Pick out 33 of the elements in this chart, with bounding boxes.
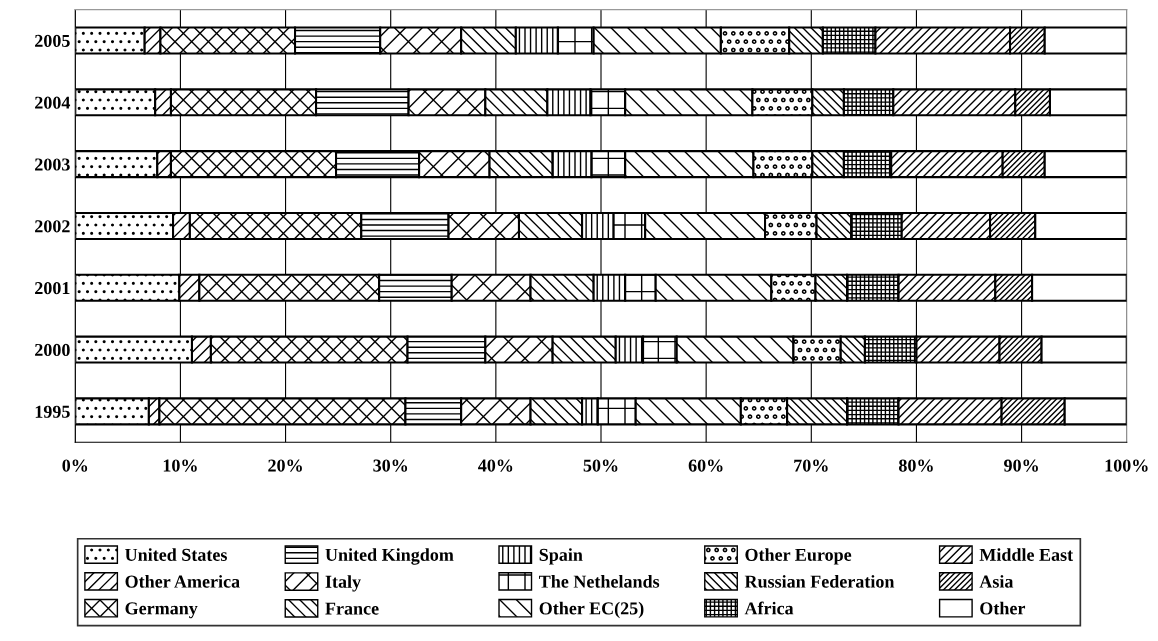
legend-label: Italy [325,575,361,592]
x-tick-label: 20% [268,459,302,472]
y-tick-label: 2004 [35,96,71,109]
x-tick-label: 40% [478,459,513,472]
x-tick-label: 10% [163,459,197,472]
legend-label: Middle East [979,548,1074,561]
x-tick-label: 80% [898,459,933,472]
x-tick-label: 60% [688,459,723,472]
legend-label: Spain [539,548,583,565]
x-tick-label: 90% [1004,459,1038,472]
y-tick-label: 2002 [35,220,70,233]
legend-label: The Nethelands [539,575,660,588]
legend-label: Other America [125,575,240,588]
y-tick-label: 1995 [35,405,70,418]
x-tick-label: 100% [1105,459,1148,472]
legend-label: United States [125,548,227,561]
y-tick-label: 2000 [35,343,70,357]
legend-label: Asia [979,575,1014,588]
y-tick-label: 2003 [35,158,70,171]
legend-label: Russian Federation [744,575,895,588]
x-tick-label: 50% [583,459,618,472]
x-tick-label: 0% [62,459,88,472]
legend-label: Other [980,601,1026,615]
legend-label: France [325,602,379,615]
y-tick-label: 2005 [35,34,70,47]
legend-label: United Kingdom [325,548,454,565]
legend-label: Africa [744,601,794,615]
x-tick-label: 30% [373,459,408,472]
x-tick-label: 70% [794,459,828,472]
legend-label: Germany [125,602,198,619]
legend-label: Other Europe [745,548,852,565]
y-tick-label: 2001 [35,282,70,295]
legend-label: Other EC(25) [539,601,644,619]
